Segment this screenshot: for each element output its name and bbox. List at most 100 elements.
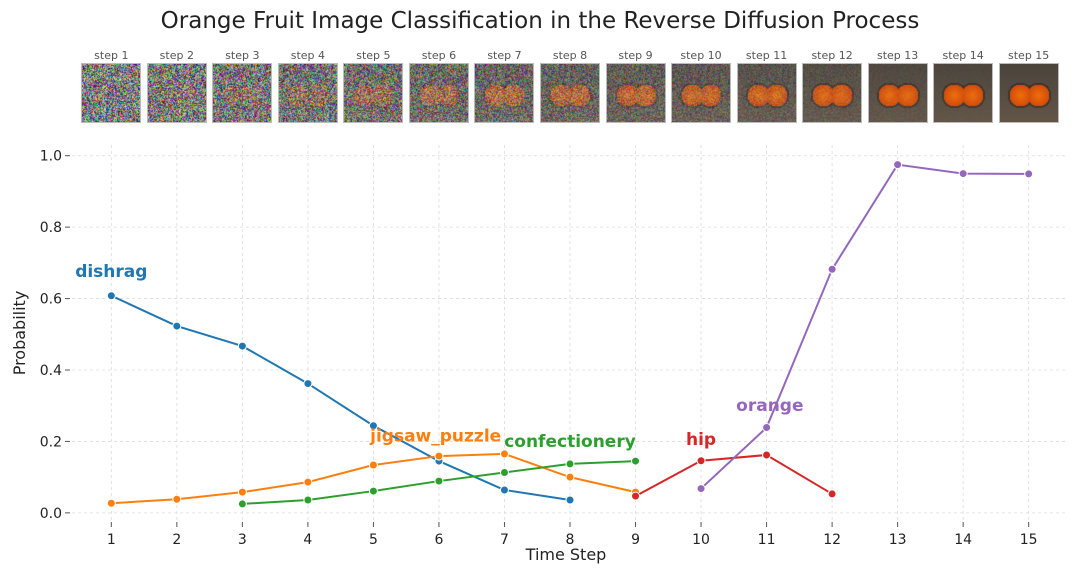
- data-point-dishrag: [565, 495, 575, 505]
- data-point-hip: [827, 489, 837, 499]
- annotation-confectionery: confectionery: [504, 432, 636, 452]
- data-point-jigsaw_puzzle: [237, 487, 247, 497]
- thumbnail: step 1: [81, 48, 142, 123]
- x-tick-label: 3: [238, 532, 247, 548]
- thumbnail: step 12: [802, 48, 863, 123]
- annotation-jigsaw_puzzle: jigsaw_puzzle: [369, 426, 501, 446]
- x-tick-label: 13: [889, 532, 907, 548]
- annotation-dishrag: dishrag: [75, 262, 147, 282]
- thumbnail-label: step 2: [159, 49, 194, 62]
- thumbnail-label: step 4: [290, 49, 326, 62]
- thumbnail-label: step 12: [811, 49, 853, 62]
- x-tick-label: 8: [566, 532, 575, 548]
- annotation-group: dishrag jigsaw_puzzle confectionery hiporan…: [75, 262, 803, 452]
- thumbnail: step 11: [736, 48, 797, 123]
- x-tick-label: 5: [369, 532, 378, 548]
- data-point-dishrag: [106, 291, 116, 301]
- x-tick-label: 12: [823, 532, 841, 548]
- x-tick-label: 15: [1020, 532, 1038, 548]
- series-line-dishrag: [110, 294, 571, 501]
- thumbnail-image: [802, 63, 863, 123]
- data-point-orange: [1024, 169, 1034, 179]
- x-tick-label: 4: [303, 532, 312, 548]
- data-point-confectionery: [631, 456, 641, 466]
- thumbnail: step 9: [605, 48, 666, 123]
- series-line-hip: [635, 453, 833, 497]
- data-point-orange: [762, 423, 772, 432]
- thumbnail: step 2: [146, 48, 207, 123]
- thumbnail-label: step 5: [356, 49, 391, 62]
- chart-title: Orange Fruit Image Classification in the…: [160, 8, 920, 34]
- data-point-dishrag: [368, 421, 378, 431]
- data-point-jigsaw_puzzle: [434, 451, 444, 461]
- x-tick-label: 6: [434, 532, 443, 548]
- thumbnail-label: step 13: [876, 49, 919, 62]
- thumbnail-label: step 7: [487, 49, 522, 62]
- thumbnail-image: [540, 63, 600, 123]
- thumbnail-strip: step 1 step 2 step 3 step 4 step 5 step 6 step…: [0, 48, 1080, 128]
- data-point-confectionery: [237, 499, 247, 509]
- data-point-orange: [893, 160, 903, 170]
- annotation-hip: hip: [686, 430, 716, 450]
- y-tick-label: 0.0: [40, 506, 62, 522]
- x-tick-label: 14: [954, 532, 972, 548]
- thumbnail-image: [933, 63, 994, 123]
- thumbnail-label: step 14: [942, 49, 984, 62]
- data-point-hip: [696, 456, 706, 466]
- data-point-jigsaw_puzzle: [499, 449, 509, 459]
- thumbnail-label: step 15: [1008, 49, 1050, 62]
- data-point-orange: [827, 264, 837, 274]
- x-tick-label: 2: [172, 532, 181, 548]
- thumbnail: step 8: [540, 48, 600, 123]
- data-point-jigsaw_puzzle: [172, 494, 182, 504]
- x-axis-label: Time Step: [525, 545, 607, 564]
- series-line-orange: [700, 163, 1029, 490]
- data-point-dishrag: [172, 321, 182, 331]
- data-point-confectionery: [565, 459, 575, 469]
- y-tick-label: 0.2: [40, 434, 62, 450]
- data-point-jigsaw_puzzle: [368, 460, 378, 470]
- thumbnail-label: step 8: [552, 49, 588, 62]
- grid-lines: [72, 145, 1068, 520]
- data-point-confectionery: [499, 468, 509, 477]
- thumbnail: step 4: [277, 48, 338, 123]
- thumbnail: step 10: [671, 48, 732, 123]
- thumbnail-image: [605, 63, 666, 123]
- data-point-confectionery: [303, 495, 313, 505]
- thumbnail-label: step 3: [225, 49, 260, 62]
- y-tick-label: 0.4: [40, 363, 62, 379]
- y-tick-label: 0.8: [40, 220, 62, 236]
- data-point-confectionery: [434, 476, 444, 486]
- thumbnail-label: step 10: [680, 49, 722, 62]
- thumbnail-image: [277, 63, 338, 123]
- x-axis: 1 2 3 4 5 6 7 8 9 10 11 12 13 14 15: [107, 522, 1038, 548]
- thumbnail-label: step 6: [421, 49, 457, 62]
- data-point-hip: [631, 491, 641, 501]
- thumbnail-label: step 1: [94, 49, 129, 62]
- y-tick-label: 0.6: [40, 292, 62, 308]
- data-point-dishrag: [237, 341, 247, 351]
- data-point-dishrag: [499, 485, 509, 495]
- data-point-jigsaw_puzzle: [303, 477, 313, 487]
- series-group: [106, 160, 1034, 509]
- thumbnail: step 5: [343, 48, 404, 123]
- x-tick-label: 11: [758, 532, 776, 548]
- thumbnail-image: [998, 63, 1059, 123]
- thumbnail-image: [212, 63, 273, 123]
- data-point-jigsaw_puzzle: [565, 472, 575, 482]
- thumbnail: step 15: [998, 48, 1059, 123]
- thumbnail-image: [867, 63, 928, 123]
- thumbnail: step 14: [933, 48, 994, 123]
- data-point-confectionery: [368, 486, 378, 496]
- thumbnail-image: [81, 63, 142, 123]
- thumbnail-label: step 11: [745, 49, 788, 62]
- thumbnail-image: [146, 63, 207, 123]
- thumbnail-label: step 9: [618, 49, 653, 62]
- data-point-dishrag: [303, 379, 313, 389]
- y-axis: 0.0 0.2 0.4 0.6 0.8 1.0: [40, 149, 70, 522]
- data-point-jigsaw_puzzle: [106, 498, 116, 508]
- thumbnail-image: [343, 63, 404, 123]
- x-tick-label: 9: [631, 532, 640, 548]
- thumbnail-image: [671, 63, 732, 123]
- thumbnail-image: [736, 63, 797, 123]
